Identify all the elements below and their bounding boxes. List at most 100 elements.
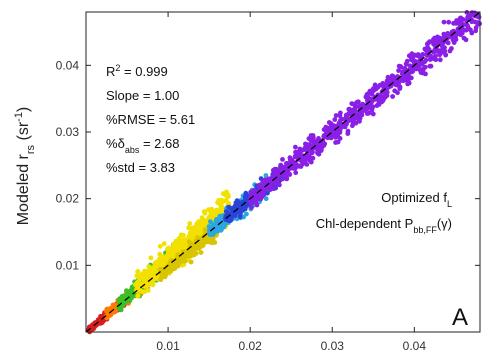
data-point bbox=[307, 157, 312, 163]
data-point bbox=[235, 204, 241, 210]
data-point bbox=[158, 275, 164, 281]
data-point bbox=[322, 132, 328, 138]
data-point bbox=[284, 176, 290, 182]
stat-line: Slope = 1.00 bbox=[106, 88, 179, 103]
data-point bbox=[259, 194, 265, 199]
data-point bbox=[116, 299, 122, 304]
data-point bbox=[223, 198, 229, 203]
data-point bbox=[181, 258, 187, 264]
data-point bbox=[351, 101, 357, 107]
data-point bbox=[284, 170, 290, 176]
data-point bbox=[370, 111, 376, 117]
data-point bbox=[458, 19, 464, 25]
data-point bbox=[201, 209, 207, 214]
x-tick-label: 0.03 bbox=[321, 339, 345, 353]
data-point bbox=[292, 154, 298, 160]
data-point bbox=[176, 243, 182, 249]
data-point bbox=[337, 113, 343, 119]
data-point bbox=[461, 35, 467, 41]
data-point bbox=[438, 48, 443, 53]
data-point bbox=[186, 252, 192, 258]
data-point bbox=[337, 136, 343, 141]
data-point bbox=[396, 63, 402, 69]
x-tick-label: 0.02 bbox=[238, 339, 262, 353]
data-point bbox=[447, 48, 453, 54]
data-point bbox=[292, 165, 298, 171]
data-point bbox=[381, 96, 387, 101]
data-point bbox=[213, 208, 218, 214]
data-point bbox=[183, 249, 188, 255]
data-point bbox=[426, 40, 431, 46]
data-point bbox=[182, 254, 188, 259]
data-point bbox=[446, 19, 452, 25]
data-point bbox=[422, 64, 428, 70]
data-point bbox=[261, 186, 267, 192]
data-point bbox=[409, 51, 415, 57]
data-point bbox=[438, 39, 443, 45]
data-point bbox=[315, 149, 320, 155]
data-point bbox=[376, 98, 382, 103]
data-point bbox=[473, 25, 479, 31]
data-point bbox=[193, 231, 199, 237]
data-point bbox=[331, 131, 336, 137]
data-point bbox=[272, 180, 278, 186]
stat-line: R2 = 0.999 bbox=[106, 63, 168, 79]
data-point bbox=[122, 294, 128, 299]
data-point bbox=[169, 265, 175, 271]
data-point bbox=[176, 259, 182, 265]
data-point bbox=[356, 99, 361, 105]
data-point bbox=[408, 75, 414, 81]
annotation-line: Chl-dependent Pbb,FF(γ) bbox=[316, 216, 452, 235]
data-point bbox=[158, 258, 164, 264]
data-point bbox=[467, 13, 473, 18]
data-point bbox=[336, 125, 342, 131]
data-point bbox=[218, 227, 224, 233]
data-point bbox=[308, 133, 314, 138]
data-point bbox=[353, 108, 358, 114]
x-tick-label: 0.04 bbox=[403, 339, 427, 353]
data-point bbox=[188, 259, 194, 265]
data-point bbox=[395, 90, 400, 96]
data-point bbox=[293, 170, 299, 176]
data-point bbox=[226, 218, 232, 224]
data-point bbox=[198, 250, 204, 255]
data-point bbox=[218, 216, 224, 222]
data-point bbox=[418, 70, 424, 75]
data-point bbox=[346, 111, 351, 117]
panel-label: A bbox=[452, 304, 468, 331]
data-point bbox=[376, 102, 382, 107]
data-point bbox=[374, 84, 380, 90]
stat-line: %std = 3.83 bbox=[106, 160, 175, 175]
x-axis-ticks: 0.01 0.02 0.03 0.04 bbox=[156, 12, 426, 353]
data-point bbox=[366, 110, 372, 116]
data-point bbox=[368, 88, 374, 94]
data-point bbox=[346, 118, 352, 123]
data-point bbox=[350, 123, 355, 129]
data-point bbox=[364, 92, 370, 97]
data-point bbox=[442, 48, 448, 54]
data-point bbox=[443, 52, 449, 58]
data-point bbox=[451, 40, 457, 45]
data-point bbox=[446, 31, 451, 37]
data-point bbox=[369, 107, 375, 113]
x-tick-label: 0.01 bbox=[156, 339, 180, 353]
data-point bbox=[287, 155, 293, 161]
data-point bbox=[380, 81, 386, 86]
data-point bbox=[134, 286, 140, 292]
data-point bbox=[290, 162, 296, 168]
data-point bbox=[393, 81, 398, 87]
data-point bbox=[284, 161, 289, 166]
y-axis-label: Modeled rrs (sr-1) bbox=[13, 107, 37, 226]
data-point bbox=[345, 128, 351, 134]
data-point bbox=[426, 47, 432, 52]
data-point bbox=[244, 211, 249, 217]
data-point bbox=[360, 105, 366, 111]
y-tick-label: 0.04 bbox=[56, 58, 80, 72]
annotation-block: Optimized fL Chl-dependent Pbb,FF(γ) bbox=[316, 190, 452, 235]
data-point bbox=[318, 148, 324, 154]
data-point bbox=[214, 227, 220, 233]
data-point bbox=[389, 73, 395, 79]
data-point bbox=[116, 306, 122, 311]
data-point bbox=[314, 145, 320, 151]
